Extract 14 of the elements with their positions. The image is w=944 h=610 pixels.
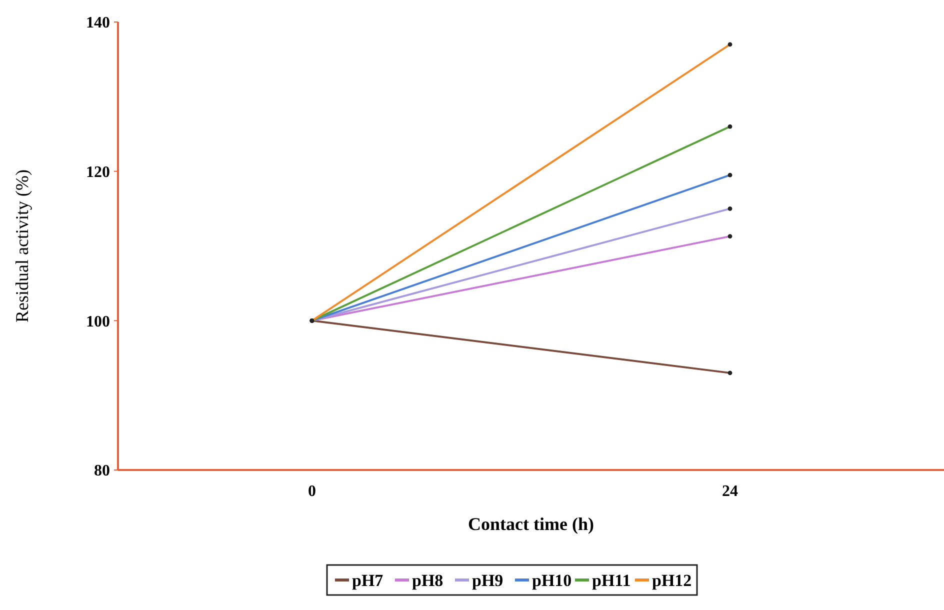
- legend-label: pH7: [352, 570, 384, 590]
- y-tick-label: 120: [86, 164, 110, 181]
- y-tick-label: 80: [94, 462, 110, 480]
- x-tick-label: 0: [308, 483, 316, 500]
- legend-label: pH11: [592, 570, 631, 590]
- legend-label: pH8: [412, 570, 444, 590]
- legend-label: pH10: [532, 570, 572, 590]
- legend-label: pH9: [472, 570, 504, 590]
- x-axis-title: Contact time (h): [468, 514, 594, 534]
- y-tick-label: 140: [86, 14, 110, 32]
- y-tick-label: 100: [86, 313, 110, 330]
- legend-label: pH12: [652, 570, 692, 590]
- x-tick-label: 24: [722, 483, 738, 500]
- y-axis-title: Residual activity (%): [12, 170, 32, 322]
